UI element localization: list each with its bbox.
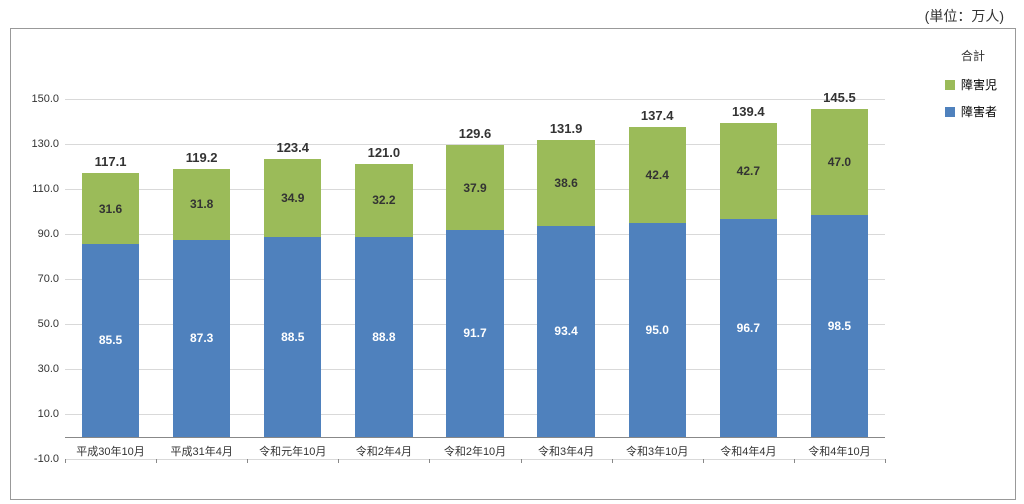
- plot-area: -10.010.030.050.070.090.0110.0130.0150.0…: [65, 99, 885, 459]
- bar-group: 95.042.4137.4: [629, 127, 686, 436]
- total-label: 145.5: [823, 90, 856, 105]
- x-tick-label: 令和元年10月: [259, 443, 326, 459]
- bar-segment-障害児: 31.8: [173, 169, 230, 241]
- total-label: 117.1: [95, 154, 127, 169]
- bar-group: 98.547.0145.5: [811, 109, 868, 436]
- bar-segment-障害者: 87.3: [173, 240, 230, 436]
- bar-segment-障害者: 93.4: [537, 226, 594, 436]
- y-tick-label: 70.0: [38, 273, 59, 285]
- x-separator: [885, 459, 886, 463]
- legend-item: 障害児: [945, 76, 997, 93]
- bar-segment-障害児: 32.2: [355, 164, 412, 236]
- baseline: [65, 437, 885, 438]
- y-tick-label: 10.0: [38, 408, 59, 420]
- container: (単位：万人) -10.0 10.0 30.0 50.0 70.0 90.0 110.0 13…: [0, 0, 1024, 504]
- bar-segment-障害児: 34.9: [264, 159, 321, 238]
- x-separator: [703, 459, 704, 463]
- x-separator: [338, 459, 339, 463]
- x-tick-label: 平成30年10月: [76, 443, 144, 459]
- bar-segment-障害者: 88.8: [355, 237, 412, 437]
- legend-label: 障害児: [961, 76, 997, 93]
- x-tick-label: 令和2年4月: [356, 443, 412, 459]
- bar-segment-障害児: 42.7: [720, 123, 777, 219]
- bar-segment-障害児: 47.0: [811, 109, 868, 215]
- bar-group: 87.331.8119.2: [173, 169, 230, 437]
- bar-segment-障害者: 91.7: [446, 230, 503, 436]
- gridline: [65, 99, 885, 100]
- x-tick-label: 令和4年10月: [808, 443, 870, 459]
- legend-label: 障害者: [961, 103, 997, 120]
- legend: 合計 障害児障害者: [945, 47, 997, 130]
- total-label: 119.2: [186, 150, 218, 165]
- x-separator: [612, 459, 613, 463]
- y-tick-label: 50.0: [38, 318, 59, 330]
- x-tick-label: 令和3年10月: [626, 443, 688, 459]
- y-tick-label: 30.0: [38, 363, 59, 375]
- bar-segment-障害者: 96.7: [720, 219, 777, 437]
- y-tick-label: 150.0: [31, 93, 59, 105]
- legend-item: 障害者: [945, 103, 997, 120]
- chart-frame: -10.0 10.0 30.0 50.0 70.0 90.0 110.0 130.0 150.0…: [10, 28, 1016, 500]
- x-separator: [429, 459, 430, 463]
- x-separator: [156, 459, 157, 463]
- total-label: 121.0: [368, 145, 401, 160]
- x-separator: [794, 459, 795, 463]
- bar-segment-障害者: 88.5: [264, 237, 321, 436]
- legend-swatch: [945, 107, 955, 117]
- bar-segment-障害者: 98.5: [811, 215, 868, 437]
- unit-label: (単位：万人): [925, 6, 1004, 26]
- bar-segment-障害児: 42.4: [629, 127, 686, 222]
- y-tick-label: -10.0: [34, 453, 59, 465]
- legend-items: 障害児障害者: [945, 76, 997, 120]
- gridline: [65, 459, 885, 460]
- bar-group: 88.832.2121.0: [355, 164, 412, 436]
- total-label: 129.6: [459, 126, 492, 141]
- x-separator: [247, 459, 248, 463]
- bar-group: 91.737.9129.6: [446, 145, 503, 437]
- legend-swatch: [945, 80, 955, 90]
- total-label: 123.4: [276, 140, 309, 155]
- total-label: 131.9: [550, 121, 583, 136]
- x-separator: [65, 459, 66, 463]
- bar-group: 88.534.9123.4: [264, 159, 321, 437]
- legend-total: 合計: [945, 47, 997, 64]
- bar-segment-障害児: 31.6: [82, 173, 139, 244]
- bar-segment-障害児: 38.6: [537, 140, 594, 227]
- bar-group: 85.531.6117.1: [82, 173, 139, 436]
- bar-group: 96.742.7139.4: [720, 123, 777, 437]
- bar-group: 93.438.6131.9: [537, 140, 594, 437]
- bar-segment-障害者: 85.5: [82, 244, 139, 436]
- bar-segment-障害者: 95.0: [629, 223, 686, 437]
- x-tick-label: 平成31年4月: [170, 443, 232, 459]
- y-tick-label: 130.0: [31, 138, 59, 150]
- y-tick-label: 90.0: [38, 228, 59, 240]
- y-tick-label: 110.0: [32, 183, 59, 195]
- x-separator: [521, 459, 522, 463]
- x-tick-label: 令和2年10月: [444, 443, 506, 459]
- total-label: 137.4: [641, 108, 674, 123]
- x-tick-label: 令和3年4月: [538, 443, 594, 459]
- bar-segment-障害児: 37.9: [446, 145, 503, 230]
- total-label: 139.4: [732, 104, 765, 119]
- x-tick-label: 令和4年4月: [720, 443, 776, 459]
